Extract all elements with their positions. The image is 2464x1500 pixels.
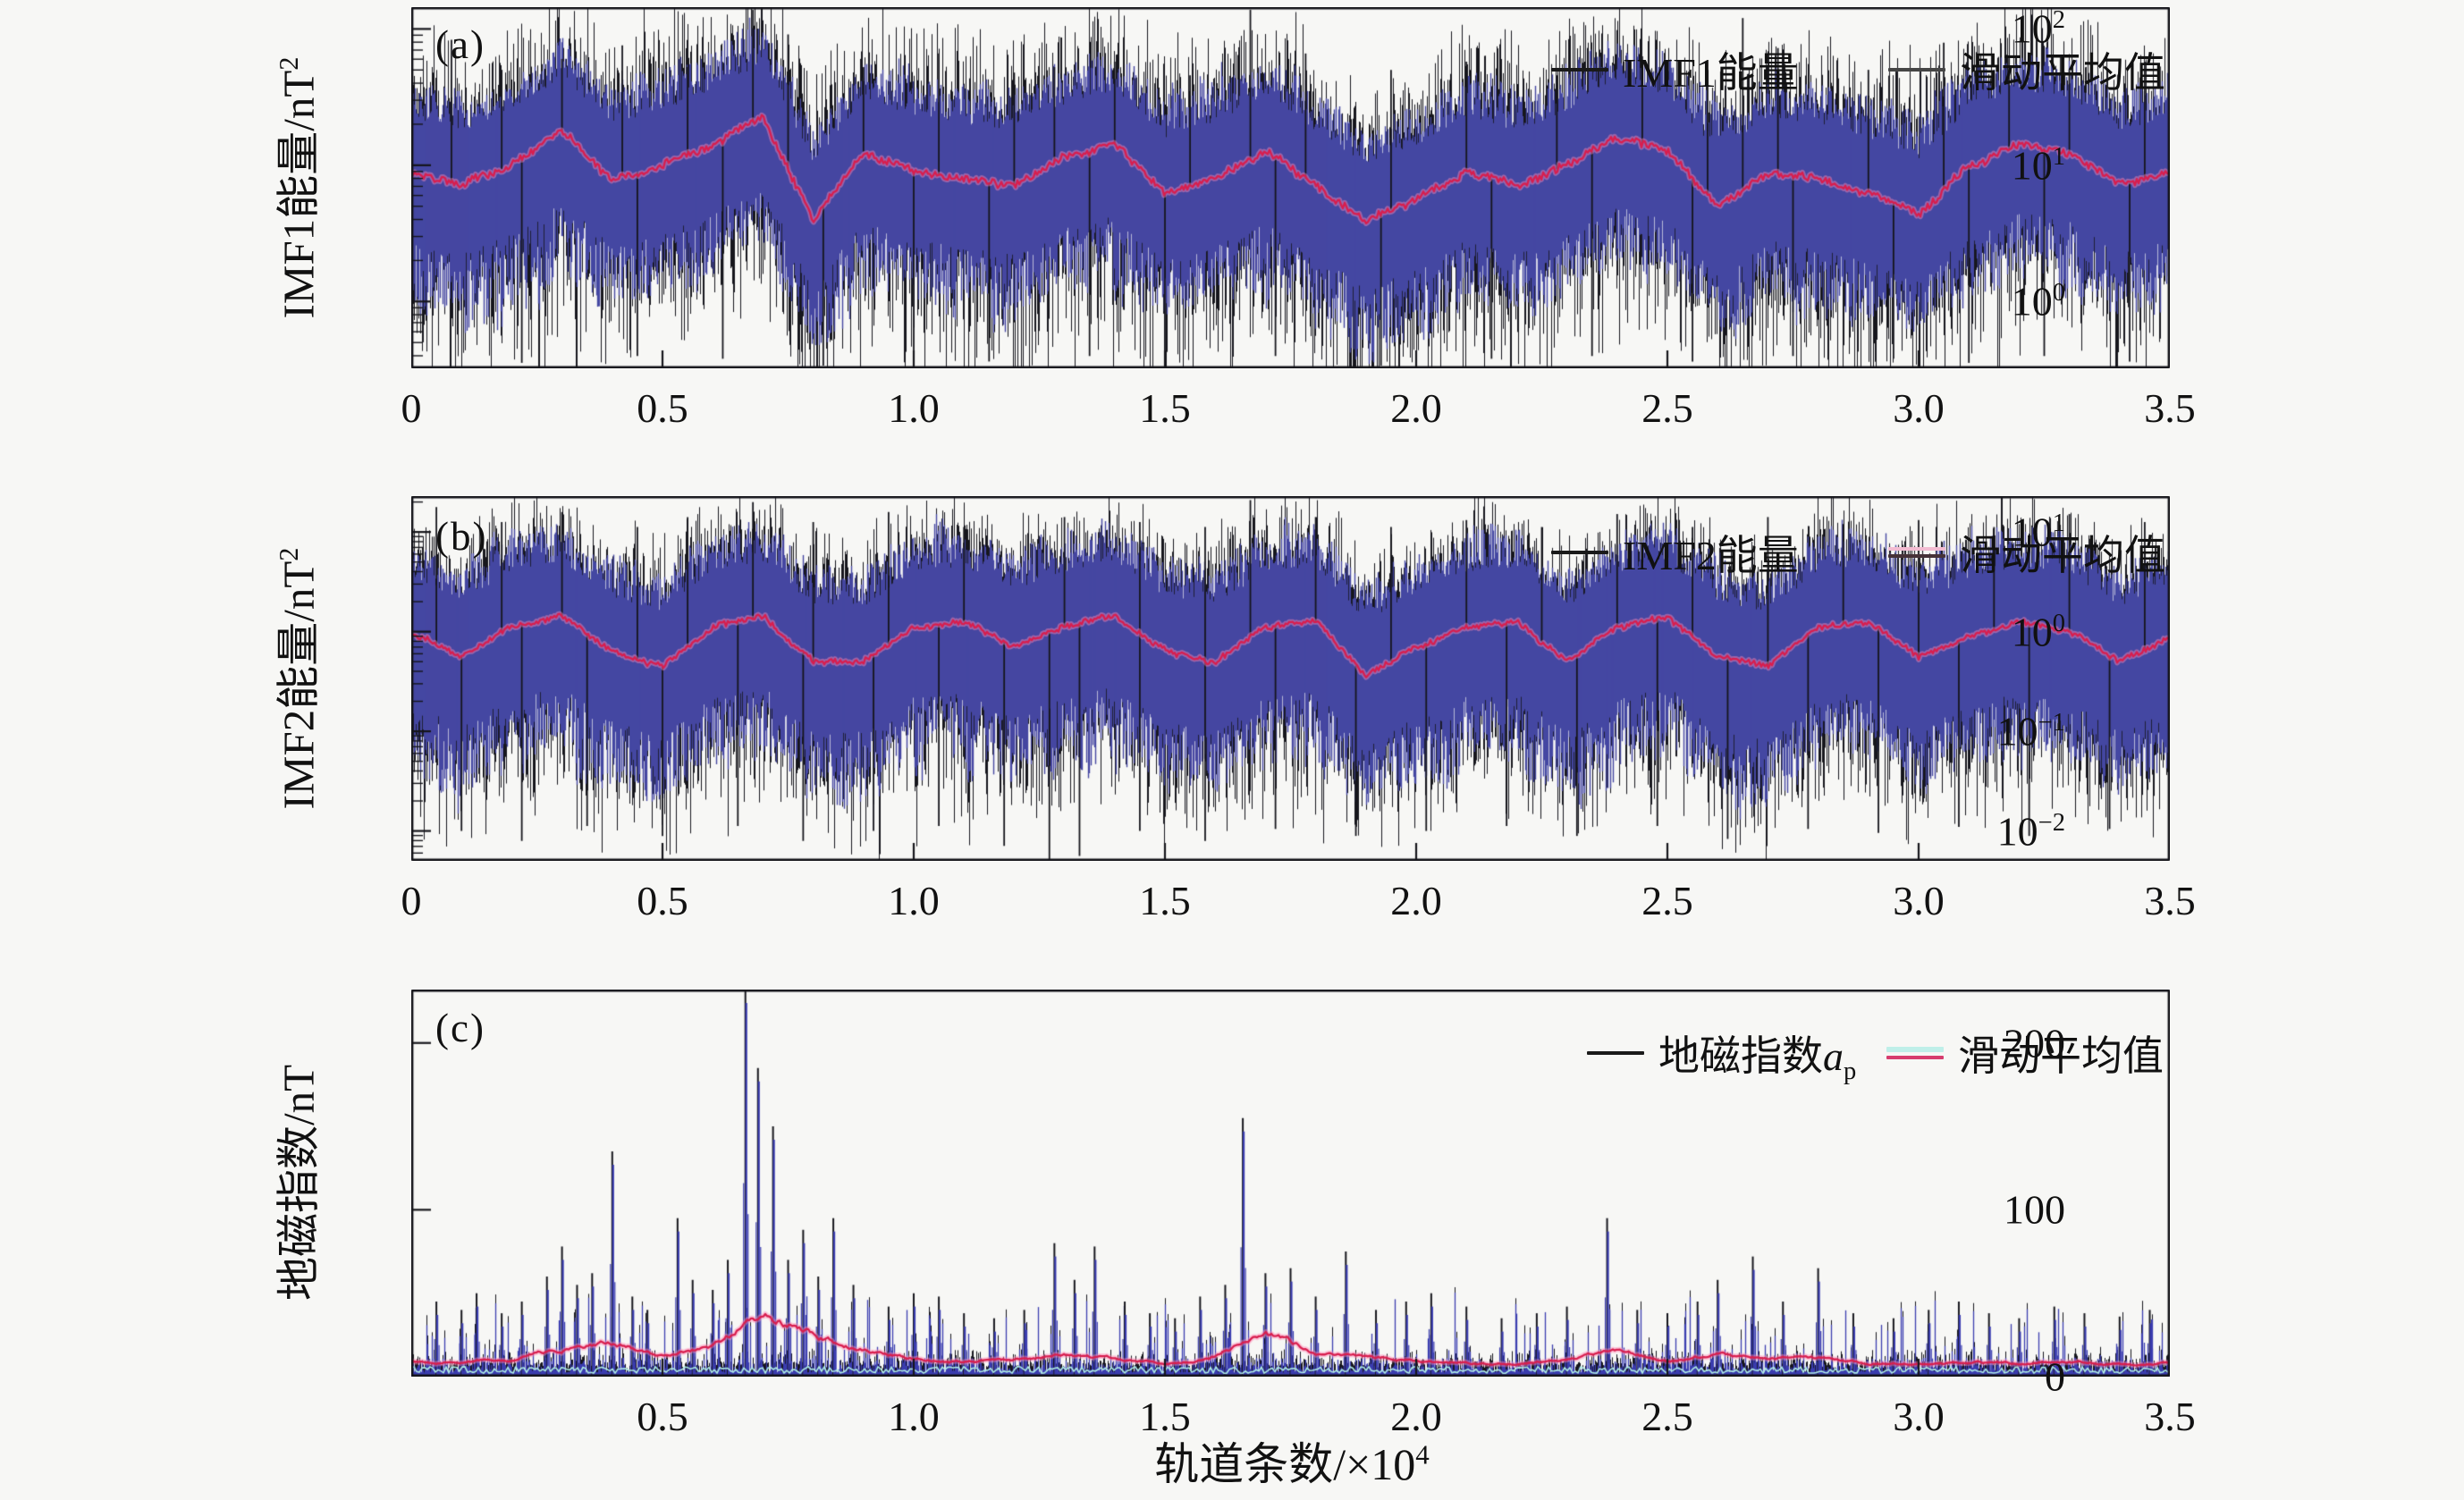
x-tick-label: 3.0 [1893,1394,1945,1439]
legend-label: IMF2能量 [1623,533,1799,578]
legend-line-icon [1551,68,1608,72]
panel-letter-a: (a) [435,22,485,67]
x-tick-label: 1.0 [888,878,940,923]
y-tick-label: 10−1 [1996,708,2065,754]
y-tick-label: 101 [2011,142,2065,189]
x-tick-label: 3.5 [2144,385,2196,431]
x-tick-label: 1.0 [888,1394,940,1439]
legend-item: 滑动平均值 [1886,1028,2164,1079]
legend-label: 滑动平均值 [1960,50,2165,96]
x-tick-label: 1.5 [1139,878,1191,923]
plot-canvas-a [411,7,2170,368]
x-tick-label: 0 [401,878,422,923]
x-tick-label: 2.5 [1641,385,1693,431]
y-tick-label: 0 [2045,1353,2065,1400]
legend-label: 滑动平均值 [1960,533,2165,578]
x-tick-label: 2.5 [1641,1394,1693,1439]
x-tick-label: 2.0 [1390,878,1442,923]
legend-item: 滑动平均值 [1888,527,2165,578]
y-tick-label: 10−2 [1996,808,2065,855]
legend-line-icon [1551,551,1608,554]
plot-canvas-c [411,990,2170,1377]
x-tick-label: 0.5 [637,878,688,923]
x-tick-label: 3.0 [1893,878,1945,923]
legend-line-icon [1587,1051,1644,1055]
legend-item: IMF2能量 [1551,527,1799,578]
y-tick-label: 200 [2004,1020,2065,1066]
legend-line-icon [1888,547,1945,558]
y-axis-label-b: IMF2能量/nT2 [274,547,324,810]
x-tick-label: 1.5 [1139,1394,1191,1439]
x-tick-label: 2.0 [1390,1394,1442,1439]
legend-label: IMF1能量 [1623,50,1799,96]
y-tick-label: 100 [2004,1186,2065,1233]
y-axis-label-c: 地磁指数/nT [274,1064,324,1302]
x-tick-label: 3.5 [2144,878,2196,923]
legend-line-icon [1886,1047,1944,1059]
x-axis-title: 轨道条数/×104 [1154,1438,1430,1489]
x-tick-label: 1.0 [888,385,940,431]
legend-label: 地磁指数ap [1658,1033,1857,1086]
x-tick-label: 2.5 [1641,878,1693,923]
y-axis-label-a: IMF1能量/nT2 [274,56,324,319]
legend-line-icon [1888,68,1945,72]
y-tick-label: 101 [2011,509,2065,555]
x-tick-label: 0 [401,385,422,431]
x-tick-label: 0.5 [637,385,688,431]
legend-item: 滑动平均值 [1888,45,2165,96]
x-tick-label: 2.0 [1390,385,1442,431]
y-tick-label: 100 [2011,609,2065,655]
plot-canvas-b [411,496,2170,861]
legend-item: IMF1能量 [1551,45,1799,96]
panel-letter-b: (b) [435,514,488,559]
legend-item: 地磁指数ap [1587,1028,1856,1084]
y-tick-label: 102 [2011,5,2065,52]
x-tick-label: 1.5 [1139,385,1191,431]
y-tick-label: 100 [2011,278,2065,324]
legend-label: 滑动平均值 [1958,1033,2164,1079]
x-tick-label: 0.5 [637,1394,688,1439]
x-tick-label: 3.5 [2144,1394,2196,1439]
x-tick-label: 3.0 [1893,385,1945,431]
panel-letter-c: (c) [435,1006,485,1050]
